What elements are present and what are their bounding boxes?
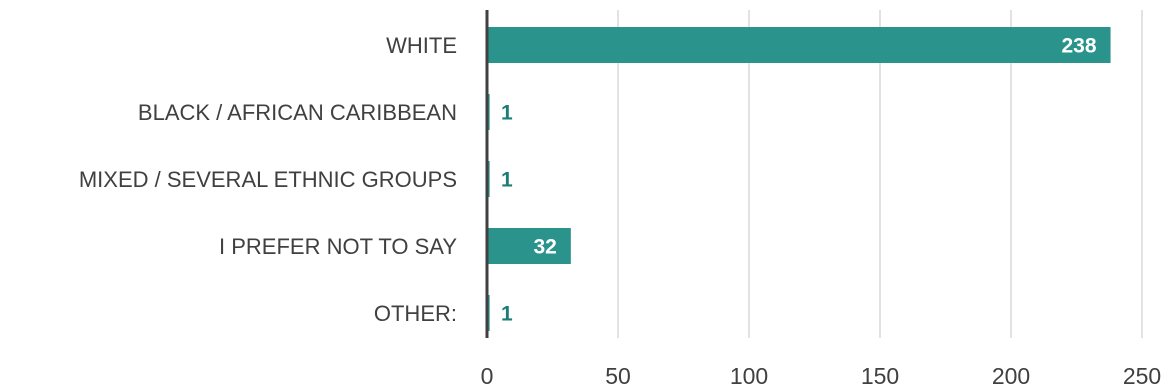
category-label-black-african-caribbean: BLACK / AFRICAN CARIBBEAN: [138, 100, 457, 125]
bar-white: [487, 27, 1111, 63]
x-tick-label-250: 250: [1123, 363, 1161, 389]
category-label-white: WHITE: [386, 33, 457, 58]
data-label-i-prefer-not-to-say: 32: [533, 236, 556, 259]
x-tick-label-0: 0: [481, 363, 494, 389]
category-label-mixed-several-ethnic-groups: MIXED / SEVERAL ETHNIC GROUPS: [79, 167, 457, 192]
gridlines: [617, 10, 1143, 338]
bars: [487, 27, 1111, 331]
labels: 0 50 100 150 200 250 WHITE 238 BLACK / AFRICAN C…: [79, 33, 1161, 389]
category-label-other: OTHER:: [374, 301, 457, 326]
data-label-black-african-caribbean: 1: [501, 102, 513, 125]
x-tick-label-50: 50: [605, 363, 631, 389]
x-tick-label-150: 150: [861, 363, 899, 389]
data-label-mixed-several-ethnic-groups: 1: [501, 169, 513, 192]
data-label-white: 238: [1062, 35, 1097, 58]
x-tick-label-200: 200: [992, 363, 1030, 389]
data-label-other: 1: [501, 303, 513, 326]
category-label-i-prefer-not-to-say: I PREFER NOT TO SAY: [219, 234, 457, 259]
bar-i-prefer-not-to-say: [487, 228, 571, 264]
x-tick-label-100: 100: [730, 363, 768, 389]
